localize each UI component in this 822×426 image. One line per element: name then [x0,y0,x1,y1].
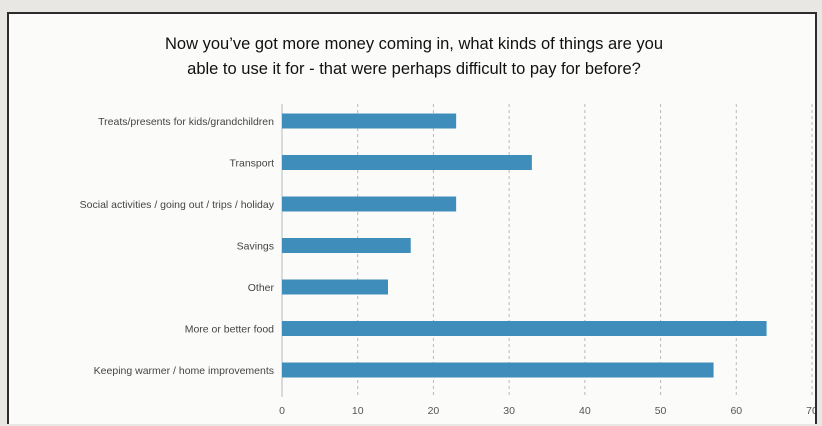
x-tick-label-6: 60 [730,405,742,417]
x-tick-label-3: 30 [503,405,515,417]
category-label-3: Savings [237,241,274,253]
bar-3 [282,238,411,253]
x-tick-label-5: 50 [655,405,667,417]
x-tick-label-1: 10 [352,405,364,417]
x-tick-label-7: 70 [806,405,815,417]
category-label-2: Social activities / going out / trips / … [80,199,275,211]
gridlines [281,104,813,397]
x-tick-label-0: 0 [279,405,285,417]
chart-title-line-2: able to use it for - that were perhaps d… [187,60,641,78]
category-label-0: Treats/presents for kids/grandchildren [98,116,274,128]
x-tick-label-4: 40 [579,405,591,417]
chart-title: Now you’ve got more money coming in, wha… [9,32,819,82]
bar-0 [282,113,457,129]
bar-1 [282,155,532,170]
chart-frame: Now you’ve got more money coming in, wha… [7,12,817,424]
bar-6 [282,362,714,378]
category-label-5: More or better food [185,324,274,336]
chart-title-line-1: Now you’ve got more money coming in, wha… [165,35,663,53]
bars [282,113,767,378]
category-label-6: Keeping warmer / home improvements [94,365,274,377]
category-labels: Treats/presents for kids/grandchildren Tr… [80,116,275,377]
bar-4 [282,279,388,295]
category-label-4: Other [248,282,275,294]
bar-5 [282,321,767,336]
bar-chart: Treats/presents for kids/grandchildren Tr… [80,104,815,417]
x-tick-labels: 0 10 20 30 40 50 60 70 [279,405,815,417]
bar-2 [282,196,457,212]
category-label-1: Transport [229,158,274,170]
x-tick-label-2: 20 [428,405,440,417]
